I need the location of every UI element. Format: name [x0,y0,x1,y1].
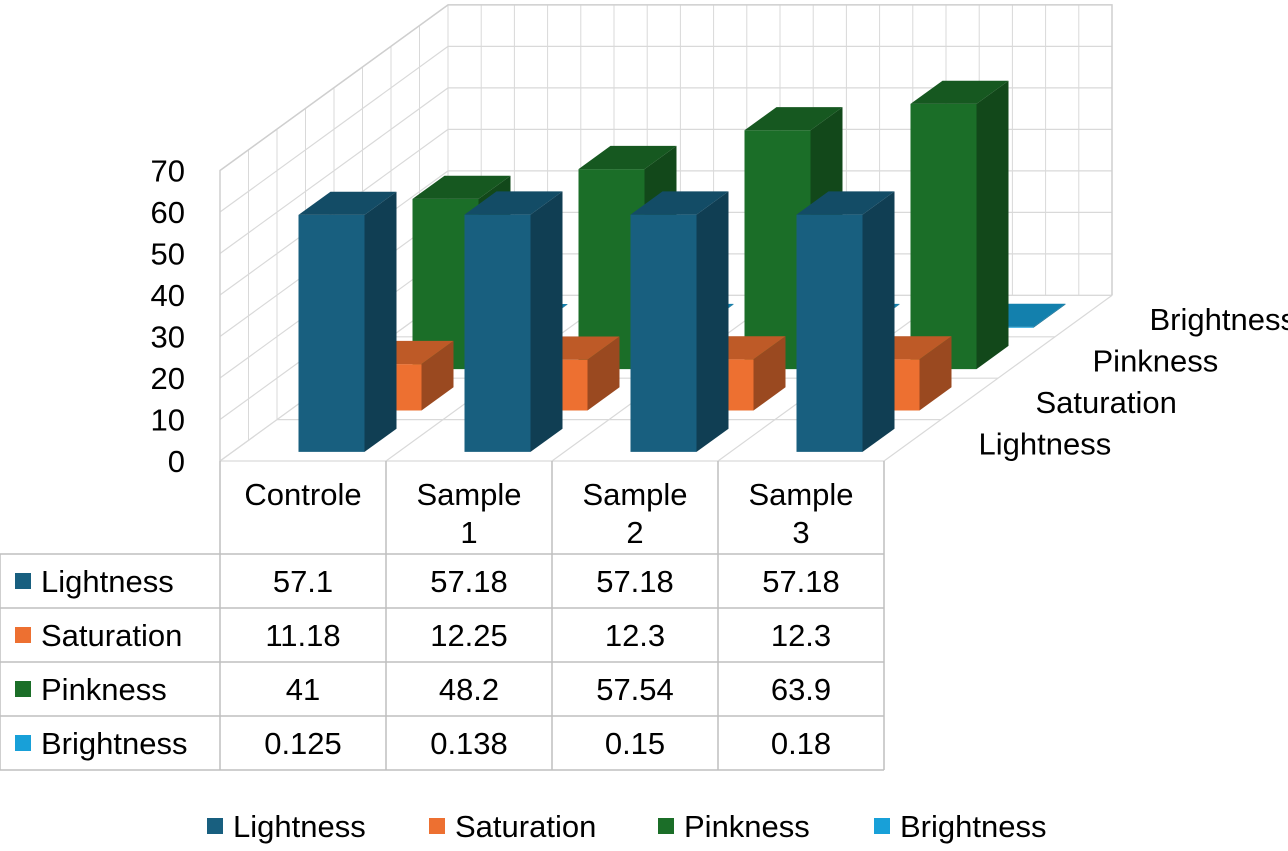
bar-side [697,191,729,452]
table-cell: 57.18 [762,564,840,599]
bar-side [977,81,1009,369]
bar-side [863,191,895,452]
category-label: Controle [244,477,361,512]
bars [299,81,1066,452]
table-cell: 57.54 [596,672,674,707]
table-cell: 57.1 [273,564,333,599]
table-cell: 57.18 [596,564,674,599]
category-label-line: 2 [626,515,643,550]
bar-pinkness-3 [911,81,1009,369]
table-legend-key [15,627,31,643]
legend-label: Pinkness [684,809,810,844]
bar-lightness-1 [465,191,563,452]
y-tick-label: 30 [151,320,185,355]
table-cell: 11.18 [265,618,340,653]
legend-swatch [207,818,223,834]
table-row-header: Saturation [41,618,182,653]
depth-label: Pinkness [1093,344,1219,379]
y-tick-label: 20 [151,361,185,396]
category-label-line: Controle [244,477,361,512]
table-row-header: Lightness [41,564,174,599]
table-cell: 12.3 [771,618,831,653]
table-legend-key [15,735,31,751]
legend-label: Saturation [455,809,596,844]
legend: Lightness Saturation Pinkness Brightness [207,809,1046,844]
table-row-header: Pinkness [41,672,167,707]
y-axis-ticks: 0 10 20 30 40 50 60 70 [151,154,185,480]
legend-swatch [658,818,674,834]
bar-front [299,215,365,452]
depth-label: Brightness [1150,302,1288,337]
table-cell: 0.125 [264,726,342,761]
bar-lightness-3 [797,191,895,452]
table-cell: 63.9 [771,672,831,707]
bar-front [911,104,977,369]
table-cell: 0.15 [605,726,665,761]
table-cell: 48.2 [439,672,499,707]
table-cell: 12.25 [430,618,508,653]
table-cell: 57.18 [430,564,508,599]
legend-swatch [429,818,445,834]
table-cell: 12.3 [605,618,665,653]
legend-swatch [874,818,890,834]
table-cell: 41 [286,672,320,707]
bar-front [631,215,697,452]
y-tick-label: 10 [151,403,185,438]
y-tick-label: 70 [151,154,185,189]
table-cell: 0.18 [771,726,831,761]
category-label-line: 1 [460,515,477,550]
table-legend-key [15,681,31,697]
y-tick-label: 0 [168,444,185,479]
table-row-header: Brightness [41,726,187,761]
bar-side [365,192,397,452]
table-legend-key [15,573,31,589]
depth-label: Lightness [979,426,1112,461]
category-label-line: 3 [792,515,809,550]
bar-lightness-0 [299,192,397,452]
category-label-line: Sample [416,477,521,512]
depth-label: Saturation [1036,385,1177,420]
legend-label: Lightness [233,809,366,844]
y-tick-label: 40 [151,278,185,313]
bar-side [531,191,563,452]
y-tick-label: 60 [151,195,185,230]
bar-lightness-2 [631,191,729,452]
bar-front [797,215,863,452]
legend-label: Brightness [900,809,1046,844]
bar-front [465,215,531,452]
table-cell: 0.138 [430,726,508,761]
category-label-line: Sample [748,477,853,512]
y-tick-label: 50 [151,237,185,272]
category-label-line: Sample [582,477,687,512]
